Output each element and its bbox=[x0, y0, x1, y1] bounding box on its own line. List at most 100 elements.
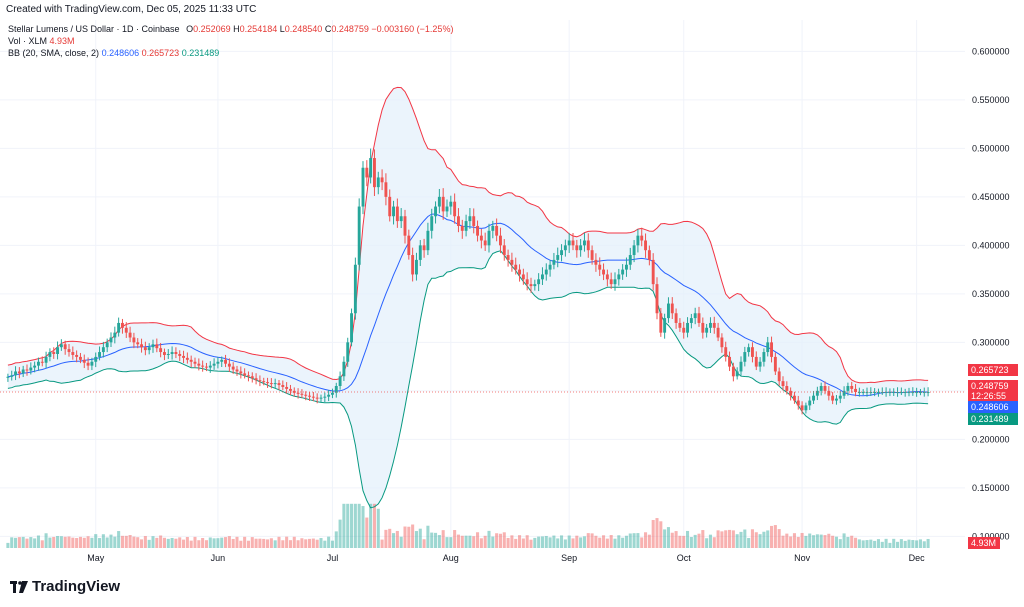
volume-bar bbox=[632, 533, 636, 548]
candle-body bbox=[873, 392, 877, 394]
low-value: 0.248540 bbox=[284, 24, 323, 34]
candle-body bbox=[384, 182, 388, 197]
volume-bar bbox=[590, 533, 594, 548]
volume-bar bbox=[712, 537, 716, 548]
candle-body bbox=[476, 225, 479, 236]
volume-bar bbox=[636, 533, 640, 548]
x-tick-label: Sep bbox=[561, 553, 577, 563]
candle-body bbox=[296, 392, 300, 394]
volume-bar bbox=[266, 539, 270, 548]
candle-body bbox=[487, 230, 491, 246]
volume-bar bbox=[762, 531, 766, 548]
volume-bar bbox=[880, 541, 884, 548]
candle-body bbox=[128, 332, 132, 338]
volume-bar bbox=[613, 538, 617, 548]
volume-bar bbox=[708, 534, 712, 548]
candle-body bbox=[602, 269, 605, 275]
volume-bar bbox=[540, 536, 544, 548]
candle-body bbox=[205, 366, 208, 368]
candle-body bbox=[712, 322, 716, 328]
candle-body bbox=[548, 264, 552, 270]
candle-body bbox=[815, 390, 819, 396]
volume-bar bbox=[743, 529, 747, 548]
volume-bar bbox=[529, 539, 533, 548]
bollinger-band-fill bbox=[7, 87, 929, 508]
candle-body bbox=[628, 255, 632, 265]
candle-body bbox=[44, 356, 48, 363]
volume-bar bbox=[476, 532, 480, 548]
volume-bar bbox=[869, 539, 873, 548]
candle-body bbox=[892, 392, 896, 394]
candle-body bbox=[479, 235, 483, 241]
candle-body bbox=[403, 216, 407, 236]
candle-body bbox=[86, 362, 90, 366]
candle-body bbox=[90, 361, 94, 366]
volume-bar bbox=[861, 540, 865, 548]
chart-caption: Created with TradingView.com, Dec 05, 20… bbox=[6, 4, 257, 15]
volume-bar bbox=[888, 542, 892, 548]
candle-body bbox=[208, 365, 212, 368]
volume-bar bbox=[243, 536, 247, 548]
candle-body bbox=[773, 356, 777, 372]
candle-body bbox=[48, 352, 52, 357]
candle-body bbox=[243, 373, 247, 376]
candle-body bbox=[170, 352, 174, 354]
candle-body bbox=[331, 392, 334, 395]
volume-bar bbox=[827, 533, 831, 548]
candle-body bbox=[430, 216, 434, 231]
volume-bar bbox=[560, 535, 564, 548]
volume-bar bbox=[850, 535, 854, 548]
volume-bar bbox=[605, 538, 609, 548]
bb-mid-line bbox=[7, 213, 929, 397]
candle-body bbox=[915, 392, 919, 394]
candle-body bbox=[361, 167, 365, 207]
candle-body bbox=[877, 392, 880, 394]
volume-bar bbox=[819, 534, 823, 548]
candle-body bbox=[392, 206, 395, 217]
candle-body bbox=[437, 196, 441, 207]
volume-bar bbox=[689, 536, 693, 548]
volume-bar bbox=[40, 540, 44, 548]
volume-bar bbox=[670, 532, 674, 548]
volume-bar bbox=[602, 535, 606, 548]
candle-body bbox=[655, 284, 659, 314]
volume-bar bbox=[640, 537, 644, 548]
volume-bar bbox=[896, 541, 900, 548]
candle-body bbox=[926, 392, 930, 394]
bb-upper-value: 0.265723 bbox=[141, 48, 180, 58]
candle-body bbox=[224, 359, 227, 364]
volume-bar bbox=[147, 539, 151, 548]
volume-bar bbox=[770, 525, 774, 548]
volume-bar bbox=[101, 534, 105, 548]
volume-bar bbox=[716, 530, 720, 548]
candle-body bbox=[426, 230, 430, 251]
candle-body bbox=[407, 235, 411, 256]
volume-bar bbox=[697, 533, 701, 548]
candle-body bbox=[285, 386, 289, 389]
volume-bar bbox=[491, 536, 495, 548]
candle-body bbox=[499, 235, 502, 246]
volume-bar bbox=[884, 538, 888, 548]
candle-body bbox=[373, 158, 376, 188]
candle-body bbox=[693, 313, 697, 319]
volume-bar bbox=[369, 503, 373, 548]
volume-bar bbox=[113, 536, 117, 548]
candle-body bbox=[449, 201, 453, 207]
candle-body bbox=[399, 216, 403, 222]
candle-body bbox=[365, 167, 369, 178]
volume-bar bbox=[437, 535, 441, 548]
volume-bar bbox=[510, 535, 514, 548]
volume-bar bbox=[52, 536, 56, 548]
candle-body bbox=[59, 344, 63, 348]
candle-body bbox=[79, 356, 82, 360]
volume-bar bbox=[907, 539, 911, 548]
volume-bar bbox=[140, 539, 144, 548]
candle-body bbox=[663, 318, 667, 333]
x-tick-label: Jun bbox=[211, 553, 226, 563]
candle-body bbox=[739, 361, 743, 372]
candle-body bbox=[216, 361, 220, 364]
candle-body bbox=[300, 393, 304, 395]
candle-body bbox=[258, 380, 262, 382]
volume-bar bbox=[804, 535, 808, 548]
